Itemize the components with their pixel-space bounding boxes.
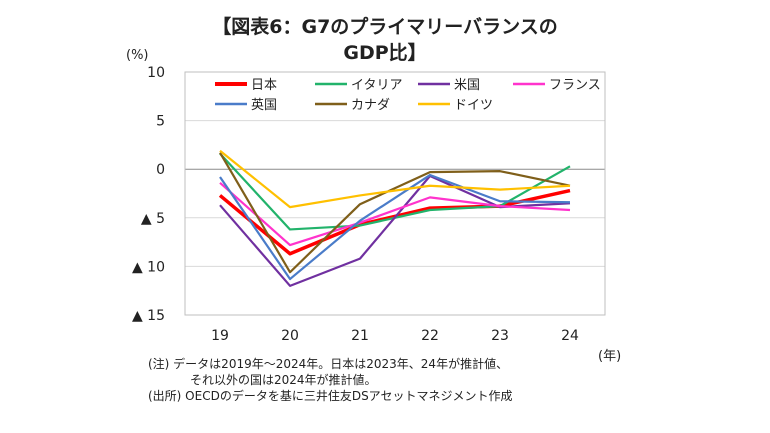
y-axis-unit: (%) bbox=[126, 48, 149, 63]
chart-title-line1: 【図表6：G7のプライマリーバランスの bbox=[212, 16, 558, 38]
y-tick-label: 10 bbox=[147, 65, 165, 81]
y-tick-label: 5 bbox=[156, 114, 165, 130]
series-line bbox=[219, 152, 571, 274]
x-tick-label: 22 bbox=[421, 328, 439, 344]
chart-title-line2: GDP比】 bbox=[343, 42, 427, 64]
note-line-1: (注) データは2019年～2024年。日本は2023年、24年が推計値、 bbox=[148, 357, 509, 371]
y-tick-label: ▲ 5 bbox=[141, 211, 165, 227]
series-line bbox=[219, 173, 571, 281]
legend-label: フランス bbox=[549, 78, 601, 93]
x-tick-label: 21 bbox=[351, 328, 369, 344]
x-axis-unit: (年) bbox=[598, 349, 622, 364]
legend-label: カナダ bbox=[351, 98, 390, 113]
x-tick-label: 24 bbox=[561, 328, 579, 344]
legend-label: 日本 bbox=[251, 78, 277, 93]
x-tick-label: 20 bbox=[281, 328, 299, 344]
legend-label: ドイツ bbox=[454, 98, 493, 113]
legend-label: 米国 bbox=[454, 78, 480, 93]
chart-notes: (注) データは2019年～2024年。日本は2023年、24年が推計値、 それ… bbox=[148, 356, 512, 404]
y-tick-label: 0 bbox=[156, 162, 165, 178]
y-tick-label: ▲ 15 bbox=[132, 308, 165, 324]
series-line bbox=[219, 181, 571, 247]
x-tick-label: 23 bbox=[491, 328, 509, 344]
series-line bbox=[219, 149, 571, 209]
legend-label: 英国 bbox=[251, 98, 277, 113]
x-tick-label: 19 bbox=[211, 328, 229, 344]
plot-frame bbox=[184, 71, 606, 316]
legend-label: イタリア bbox=[351, 78, 402, 93]
y-tick-label: ▲ 10 bbox=[132, 259, 165, 275]
source-line: (出所) OECDのデータを基に三井住友DSアセットマネジメント作成 bbox=[148, 389, 513, 403]
note-line-2: それ以外の国は2024年が推計値。 bbox=[190, 373, 377, 387]
